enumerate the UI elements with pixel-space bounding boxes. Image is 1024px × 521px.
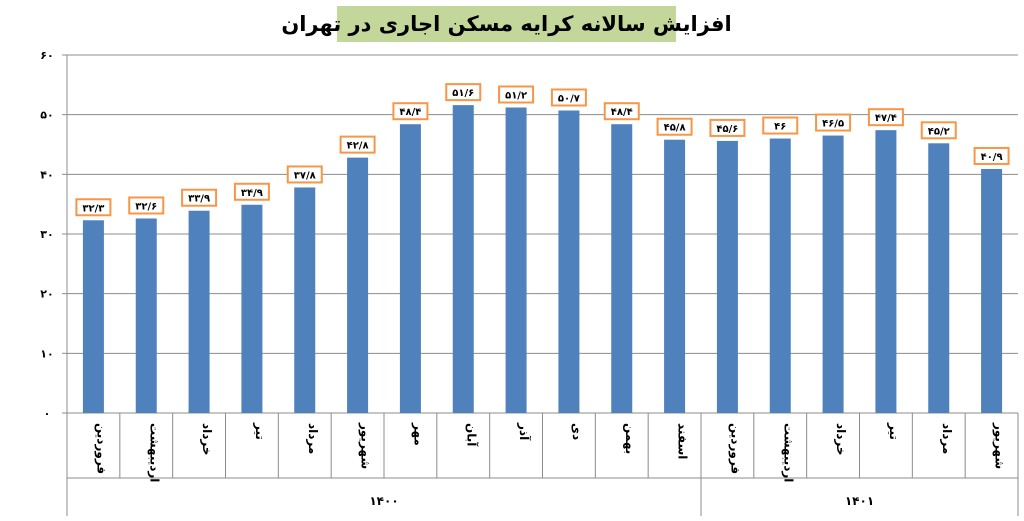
y-tick-label: ۵۰ bbox=[40, 109, 53, 122]
data-label: ۴۶ bbox=[774, 122, 786, 133]
category-labels: فروردین اردیبهشت خرداد تیر مرداد شهریور مهر آبا… bbox=[93, 422, 1006, 482]
year-group-label: ۱۴۰۱ bbox=[845, 494, 874, 508]
data-label-box bbox=[709, 118, 746, 137]
chart-title: افزایش سالانه کرایه مسکن اجاری در تهران bbox=[281, 6, 732, 42]
data-label: ۴۸/۴ bbox=[399, 107, 421, 118]
category-label: خرداد bbox=[200, 423, 214, 456]
data-label-box bbox=[815, 113, 852, 132]
data-label-box bbox=[973, 146, 1010, 165]
category-label: دی bbox=[570, 423, 584, 440]
data-label-box bbox=[603, 102, 640, 121]
data-label-box bbox=[762, 116, 799, 135]
bar bbox=[294, 187, 316, 413]
bar bbox=[135, 218, 157, 413]
category-label: مرداد bbox=[306, 423, 320, 454]
data-label: ۳۲/۳ bbox=[82, 203, 104, 214]
data-label: ۵۰/۷ bbox=[558, 93, 580, 104]
category-label: فروردین bbox=[727, 423, 742, 474]
category-label: شهریور bbox=[358, 422, 373, 469]
data-label-box bbox=[286, 165, 323, 184]
data-label-box bbox=[920, 121, 957, 140]
y-tick-label: ۱۰ bbox=[40, 347, 53, 360]
bar bbox=[188, 210, 210, 413]
category-label: فروردین bbox=[93, 423, 108, 474]
data-label: ۴۲/۸ bbox=[347, 141, 369, 152]
category-label: بهمن bbox=[623, 423, 637, 454]
data-label-box bbox=[867, 108, 904, 127]
bar bbox=[611, 124, 633, 414]
category-label: آبان bbox=[464, 423, 479, 447]
data-label-box bbox=[550, 88, 587, 107]
data-label: ۴۵/۸ bbox=[664, 123, 686, 134]
data-labels: ۳۲/۳ ۳۲/۶ ۳۳/۹ ۳۴/۹ ۳۷/۸ ۴۲/۸ ۴۸/۴ ۵۱/۶ ۵۱/۲ ۵۰/۷… bbox=[75, 83, 1010, 217]
category-label: خرداد bbox=[834, 423, 848, 456]
data-label-box bbox=[656, 117, 693, 136]
data-label: ۵۱/۲ bbox=[505, 91, 527, 102]
y-tick-label: ۶۰ bbox=[40, 49, 53, 62]
year-group-labels: ۱۴۰۰ ۱۴۰۱ bbox=[369, 494, 874, 508]
category-label: اردیبهشت bbox=[781, 423, 795, 482]
data-label-box bbox=[445, 83, 482, 102]
y-tick-label: ۳۰ bbox=[40, 228, 53, 241]
data-label: ۳۷/۸ bbox=[294, 170, 316, 181]
data-label: ۳۴/۹ bbox=[241, 188, 263, 199]
data-label-box bbox=[181, 188, 218, 207]
bar bbox=[505, 107, 527, 414]
data-label-box bbox=[339, 135, 376, 154]
category-label: اردیبهشت bbox=[147, 423, 161, 482]
gridlines bbox=[67, 54, 1018, 354]
category-label: آذر bbox=[517, 422, 532, 441]
bar bbox=[769, 138, 791, 414]
bar bbox=[241, 204, 263, 413]
bars bbox=[82, 105, 1003, 414]
data-label: ۴۸/۴ bbox=[611, 107, 633, 118]
bar bbox=[399, 124, 421, 414]
data-label-box bbox=[75, 198, 112, 217]
bar bbox=[875, 130, 897, 413]
data-label-box bbox=[392, 102, 429, 121]
category-label: تیر bbox=[253, 422, 267, 440]
bar bbox=[981, 168, 1003, 413]
category-label: مرداد bbox=[940, 423, 954, 454]
bar bbox=[822, 135, 844, 414]
y-tick-label: ۲۰ bbox=[40, 288, 53, 301]
y-tick-label: ۰ bbox=[44, 407, 51, 420]
category-label: شهریور bbox=[992, 422, 1007, 469]
axes bbox=[62, 54, 1019, 516]
data-label: ۴۰/۹ bbox=[981, 152, 1003, 163]
bar bbox=[452, 105, 474, 414]
category-label: تیر bbox=[887, 422, 901, 440]
bar bbox=[716, 140, 738, 414]
category-label: اسفند bbox=[676, 423, 690, 459]
bar bbox=[558, 110, 580, 414]
data-label-box bbox=[128, 196, 165, 215]
data-label: ۳۲/۶ bbox=[135, 201, 157, 212]
data-label-box bbox=[498, 85, 535, 104]
data-label: ۴۶/۵ bbox=[822, 119, 844, 130]
category-label: مهر bbox=[411, 422, 425, 446]
year-group-label: ۱۴۰۰ bbox=[369, 494, 398, 508]
bar bbox=[664, 139, 686, 413]
data-label: ۴۷/۴ bbox=[875, 113, 897, 124]
data-label-box bbox=[233, 182, 270, 201]
data-label: ۵۱/۶ bbox=[452, 88, 474, 99]
data-label: ۴۵/۶ bbox=[716, 124, 738, 135]
data-label: ۳۳/۹ bbox=[188, 194, 210, 205]
data-label: ۴۵/۲ bbox=[928, 126, 950, 137]
bar bbox=[928, 143, 950, 413]
y-axis-tick-labels: ۰ ۱۰ ۲۰ ۳۰ ۴۰ ۵۰ ۶۰ bbox=[40, 49, 53, 420]
bar bbox=[82, 220, 104, 413]
bar bbox=[347, 157, 369, 413]
y-tick-label: ۴۰ bbox=[40, 168, 53, 181]
